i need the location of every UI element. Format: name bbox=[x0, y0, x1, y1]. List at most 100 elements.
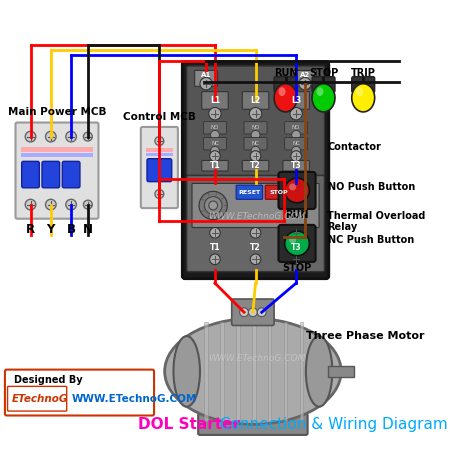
Text: A1: A1 bbox=[201, 72, 211, 78]
Bar bbox=[252, 322, 255, 421]
Circle shape bbox=[248, 308, 257, 317]
FancyBboxPatch shape bbox=[279, 225, 316, 262]
Circle shape bbox=[257, 308, 266, 317]
Text: Three Phase Motor: Three Phase Motor bbox=[306, 331, 424, 341]
Circle shape bbox=[204, 197, 222, 214]
Text: R: R bbox=[26, 223, 35, 236]
Text: Contactor: Contactor bbox=[327, 142, 381, 152]
Text: T2: T2 bbox=[250, 161, 261, 170]
Bar bbox=[268, 322, 272, 421]
Circle shape bbox=[66, 199, 76, 210]
Bar bbox=[21, 147, 93, 152]
Text: T1: T1 bbox=[210, 161, 220, 170]
Text: WWW.ETechnoG.COM: WWW.ETechnoG.COM bbox=[72, 394, 197, 404]
Text: WWW.ETechnoG.COM: WWW.ETechnoG.COM bbox=[209, 213, 306, 221]
Text: T2: T2 bbox=[250, 244, 261, 252]
Text: B: B bbox=[67, 223, 76, 236]
FancyBboxPatch shape bbox=[293, 70, 317, 86]
FancyBboxPatch shape bbox=[182, 62, 329, 279]
FancyBboxPatch shape bbox=[198, 414, 308, 435]
FancyBboxPatch shape bbox=[242, 161, 269, 171]
Ellipse shape bbox=[352, 84, 374, 112]
Circle shape bbox=[289, 183, 296, 190]
Text: L3: L3 bbox=[291, 96, 301, 105]
FancyBboxPatch shape bbox=[285, 138, 308, 150]
Circle shape bbox=[210, 131, 219, 139]
Bar bbox=[204, 322, 208, 421]
Bar bbox=[21, 152, 93, 157]
Text: Thermal Overload
Relay: Thermal Overload Relay bbox=[327, 211, 425, 232]
Circle shape bbox=[251, 131, 260, 139]
Text: TRIP: TRIP bbox=[351, 68, 375, 78]
Ellipse shape bbox=[274, 84, 297, 112]
Circle shape bbox=[46, 131, 56, 142]
FancyBboxPatch shape bbox=[5, 369, 154, 415]
Bar bbox=[328, 366, 355, 377]
Text: STOP: STOP bbox=[269, 190, 288, 195]
FancyBboxPatch shape bbox=[232, 299, 274, 325]
Text: NC: NC bbox=[252, 141, 259, 146]
FancyBboxPatch shape bbox=[285, 122, 308, 134]
FancyBboxPatch shape bbox=[202, 92, 228, 109]
Circle shape bbox=[250, 151, 261, 161]
Circle shape bbox=[250, 254, 261, 264]
Circle shape bbox=[66, 131, 76, 142]
FancyBboxPatch shape bbox=[274, 76, 297, 93]
Text: NC Push Button: NC Push Button bbox=[328, 235, 414, 245]
Circle shape bbox=[292, 131, 301, 139]
Text: Connection & Wiring Diagram: Connection & Wiring Diagram bbox=[215, 417, 448, 432]
Text: T3: T3 bbox=[291, 161, 301, 170]
Text: T1: T1 bbox=[210, 244, 220, 252]
FancyBboxPatch shape bbox=[283, 161, 310, 171]
FancyBboxPatch shape bbox=[187, 66, 324, 175]
Text: ETechnoG: ETechnoG bbox=[12, 394, 68, 404]
FancyBboxPatch shape bbox=[236, 185, 263, 199]
FancyBboxPatch shape bbox=[187, 175, 324, 272]
Text: A2: A2 bbox=[300, 72, 310, 78]
Text: RUN: RUN bbox=[285, 210, 309, 220]
Text: L1: L1 bbox=[210, 96, 220, 105]
Circle shape bbox=[290, 107, 302, 120]
Circle shape bbox=[210, 254, 220, 264]
Circle shape bbox=[210, 151, 220, 161]
Bar bbox=[284, 322, 287, 421]
Circle shape bbox=[83, 132, 92, 141]
FancyBboxPatch shape bbox=[203, 122, 227, 134]
Circle shape bbox=[155, 189, 164, 199]
FancyBboxPatch shape bbox=[244, 122, 267, 134]
Ellipse shape bbox=[173, 336, 200, 407]
Text: STOP: STOP bbox=[283, 263, 311, 273]
Circle shape bbox=[25, 131, 36, 142]
Ellipse shape bbox=[356, 87, 363, 96]
Text: T3: T3 bbox=[291, 244, 301, 252]
Circle shape bbox=[250, 227, 261, 238]
Circle shape bbox=[291, 254, 301, 264]
Text: Main Power MCB: Main Power MCB bbox=[8, 107, 106, 117]
FancyBboxPatch shape bbox=[283, 92, 310, 109]
FancyBboxPatch shape bbox=[312, 76, 335, 93]
Text: Control MCB: Control MCB bbox=[123, 112, 196, 122]
Circle shape bbox=[240, 308, 248, 317]
FancyBboxPatch shape bbox=[195, 70, 218, 86]
Text: NO Push Button: NO Push Button bbox=[328, 182, 415, 192]
Text: NC: NC bbox=[211, 141, 219, 146]
FancyBboxPatch shape bbox=[279, 172, 316, 209]
Text: WWW.ETechnoG.COM: WWW.ETechnoG.COM bbox=[209, 354, 306, 363]
Circle shape bbox=[249, 107, 262, 120]
Text: NO: NO bbox=[292, 125, 301, 130]
Circle shape bbox=[291, 227, 301, 238]
Text: Y: Y bbox=[46, 223, 55, 236]
Text: NC: NC bbox=[292, 141, 300, 146]
FancyBboxPatch shape bbox=[8, 387, 67, 411]
Text: NO: NO bbox=[211, 125, 219, 130]
Bar bbox=[146, 152, 173, 156]
Circle shape bbox=[199, 191, 228, 219]
Circle shape bbox=[155, 137, 164, 145]
Ellipse shape bbox=[306, 336, 332, 407]
Text: N: N bbox=[83, 223, 93, 236]
Circle shape bbox=[210, 227, 220, 238]
FancyBboxPatch shape bbox=[192, 183, 319, 227]
Text: RESET: RESET bbox=[238, 190, 260, 195]
Circle shape bbox=[292, 146, 301, 155]
FancyBboxPatch shape bbox=[147, 159, 172, 181]
